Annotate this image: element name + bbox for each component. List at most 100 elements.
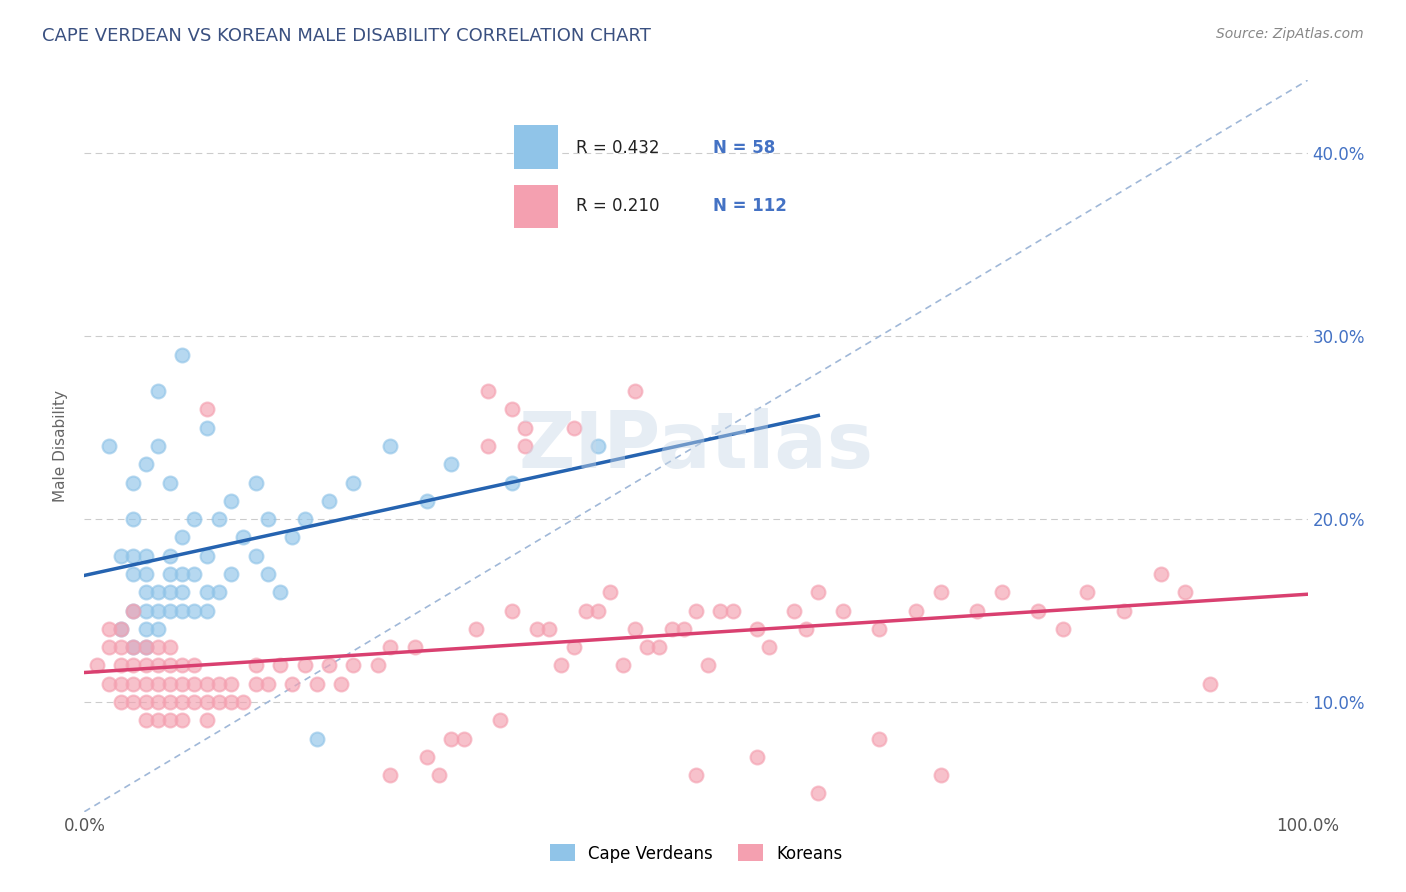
Point — [929, 768, 952, 782]
Point — [477, 384, 499, 398]
Point — [966, 603, 988, 617]
Point — [122, 658, 145, 673]
Point — [440, 457, 463, 471]
Point — [330, 676, 353, 690]
Point — [1174, 585, 1197, 599]
Point — [97, 622, 120, 636]
Point — [208, 695, 231, 709]
Point — [513, 439, 536, 453]
Point — [281, 676, 304, 690]
Point — [1114, 603, 1136, 617]
Point — [135, 622, 157, 636]
Point — [318, 494, 340, 508]
Point — [648, 640, 671, 655]
Point — [538, 622, 561, 636]
Point — [183, 695, 205, 709]
Point — [380, 439, 402, 453]
Point — [1076, 585, 1098, 599]
Point — [257, 567, 280, 582]
Point — [159, 603, 181, 617]
Point — [219, 567, 242, 582]
Point — [661, 622, 683, 636]
Point — [172, 348, 194, 362]
Point — [721, 603, 744, 617]
Point — [318, 658, 340, 673]
Point — [159, 475, 181, 490]
Point — [172, 585, 194, 599]
Point — [575, 603, 598, 617]
Point — [122, 567, 145, 582]
Point — [110, 622, 132, 636]
Point — [502, 603, 524, 617]
Point — [110, 676, 132, 690]
Point — [440, 731, 463, 746]
Point — [110, 622, 132, 636]
Point — [195, 585, 218, 599]
Point — [110, 549, 132, 563]
Point — [294, 658, 316, 673]
Point — [146, 439, 169, 453]
Point — [685, 603, 707, 617]
Point — [159, 549, 181, 563]
Point — [135, 585, 157, 599]
Point — [172, 695, 194, 709]
Point — [172, 676, 194, 690]
Point — [869, 622, 891, 636]
Point — [502, 402, 524, 417]
Point — [257, 512, 280, 526]
Point — [172, 530, 194, 544]
Point — [183, 512, 205, 526]
Point — [195, 695, 218, 709]
Point — [195, 549, 218, 563]
Point — [135, 676, 157, 690]
Point — [159, 695, 181, 709]
Point — [122, 676, 145, 690]
Point — [367, 658, 389, 673]
Point — [172, 603, 194, 617]
Point — [245, 676, 267, 690]
Point — [183, 658, 205, 673]
Y-axis label: Male Disability: Male Disability — [53, 390, 69, 502]
Point — [502, 475, 524, 490]
Point — [183, 676, 205, 690]
Point — [183, 603, 205, 617]
Point — [513, 421, 536, 435]
Point — [159, 658, 181, 673]
Text: Source: ZipAtlas.com: Source: ZipAtlas.com — [1216, 27, 1364, 41]
Point — [624, 622, 647, 636]
Point — [453, 731, 475, 746]
Point — [245, 475, 267, 490]
Point — [110, 658, 132, 673]
Point — [146, 603, 169, 617]
Point — [135, 714, 157, 728]
Point — [195, 714, 218, 728]
Point — [380, 640, 402, 655]
Point — [172, 658, 194, 673]
Point — [122, 512, 145, 526]
Point — [122, 475, 145, 490]
Point — [219, 494, 242, 508]
Text: ZIPatlas: ZIPatlas — [519, 408, 873, 484]
Point — [831, 603, 853, 617]
Point — [489, 714, 512, 728]
Point — [586, 439, 609, 453]
Point — [195, 421, 218, 435]
Point — [562, 640, 585, 655]
Point — [122, 695, 145, 709]
Point — [219, 695, 242, 709]
Point — [122, 640, 145, 655]
Point — [672, 622, 695, 636]
Point — [208, 512, 231, 526]
Point — [477, 439, 499, 453]
Point — [135, 695, 157, 709]
Point — [159, 585, 181, 599]
Point — [172, 567, 194, 582]
Point — [146, 676, 169, 690]
Point — [807, 585, 830, 599]
Point — [146, 585, 169, 599]
Point — [1198, 676, 1220, 690]
Point — [195, 676, 218, 690]
Point — [869, 731, 891, 746]
Point — [110, 640, 132, 655]
Point — [1028, 603, 1050, 617]
